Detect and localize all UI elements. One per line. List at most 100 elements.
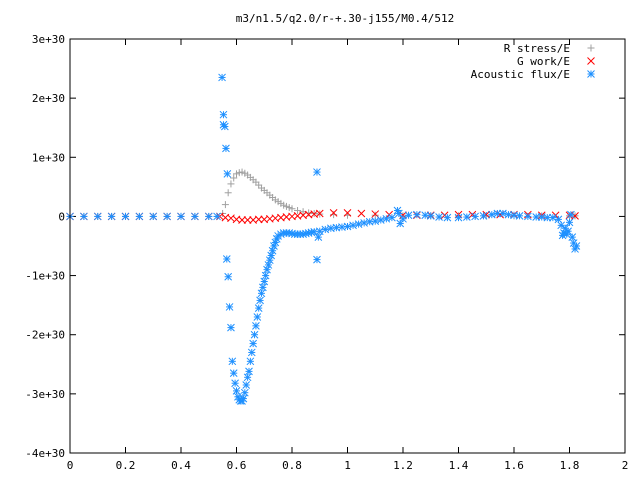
data-point xyxy=(315,227,324,236)
data-point xyxy=(213,212,221,221)
data-point xyxy=(230,174,238,182)
legend-label: R stress/E xyxy=(504,42,570,55)
data-point xyxy=(313,168,321,176)
y-tick-label: -1e+30 xyxy=(25,270,65,283)
data-point xyxy=(471,212,480,221)
data-point xyxy=(93,212,102,221)
data-point xyxy=(254,215,263,224)
data-point xyxy=(204,212,213,221)
data-point xyxy=(548,213,557,222)
data-point xyxy=(224,189,232,197)
data-point xyxy=(462,213,471,221)
data-point xyxy=(239,394,248,403)
data-point xyxy=(288,205,296,213)
data-point xyxy=(404,211,413,220)
y-tick-label: 3e+30 xyxy=(32,33,65,46)
data-point xyxy=(228,357,237,366)
data-point xyxy=(253,313,262,321)
data-point xyxy=(515,211,524,220)
data-point xyxy=(135,212,144,221)
data-point xyxy=(567,210,575,219)
data-point xyxy=(177,212,185,221)
x-tick-label: 1 xyxy=(344,459,351,472)
series-1 xyxy=(66,209,579,224)
data-point xyxy=(572,242,581,250)
data-marks xyxy=(66,73,581,405)
data-point xyxy=(80,212,88,221)
data-point xyxy=(315,209,324,218)
data-point xyxy=(357,209,366,218)
data-point xyxy=(263,265,271,274)
x-tick-label: 1.6 xyxy=(504,459,524,472)
plot-frame xyxy=(69,38,626,454)
data-point xyxy=(454,213,463,222)
data-point xyxy=(121,212,130,221)
legend-label: G work/E xyxy=(517,55,570,68)
data-point xyxy=(388,213,396,222)
x-tick-label: 1.2 xyxy=(393,459,413,472)
x-tick-label: 0 xyxy=(67,459,74,472)
x-tick-label: 0.6 xyxy=(227,459,247,472)
data-point xyxy=(568,233,577,241)
data-point xyxy=(218,73,226,82)
data-point xyxy=(219,110,228,119)
data-point xyxy=(256,296,264,305)
y-tick-label: 0 xyxy=(58,210,65,223)
data-point xyxy=(329,209,338,217)
data-point xyxy=(231,379,239,388)
legend-marker xyxy=(587,70,595,78)
y-tick-label: 2e+30 xyxy=(32,92,65,105)
axis-ticks: 0 0.2 0.4 0.6 0.8 1 1.2 1.4 1.6 1.8 2 3e+30 2e+30 1e+… xyxy=(25,33,628,472)
data-point xyxy=(222,144,230,153)
data-point xyxy=(242,381,251,389)
data-point xyxy=(394,209,403,218)
data-point xyxy=(267,251,276,260)
data-point xyxy=(261,271,270,280)
data-point xyxy=(243,373,252,382)
data-point xyxy=(107,212,116,221)
data-point xyxy=(371,211,379,219)
series-2 xyxy=(66,73,581,405)
data-point xyxy=(252,321,260,330)
legend-marker xyxy=(587,44,595,52)
data-point xyxy=(479,211,488,220)
data-point xyxy=(220,122,229,131)
data-point xyxy=(250,330,259,339)
data-point xyxy=(238,216,246,224)
data-point xyxy=(191,212,199,221)
x-tick-label: 0.2 xyxy=(116,459,136,472)
data-point xyxy=(243,216,252,224)
legend-marker xyxy=(587,57,595,65)
data-point xyxy=(343,209,352,217)
data-point xyxy=(510,211,518,220)
x-tick-label: 1.8 xyxy=(560,459,580,472)
y-tick-label: 1e+30 xyxy=(32,151,65,164)
data-point xyxy=(554,215,563,224)
x-tick-label: 1.4 xyxy=(449,459,469,472)
data-point xyxy=(294,207,302,215)
data-point xyxy=(365,217,374,226)
data-point xyxy=(313,255,321,264)
data-point xyxy=(435,213,443,221)
data-point xyxy=(443,213,452,222)
y-tick-label: -4e+30 xyxy=(25,447,65,460)
data-point xyxy=(268,246,277,255)
y-tick-label: -2e+30 xyxy=(25,329,65,342)
chart-title: m3/n1.5/q2.0/r-+.30-j155/M0.4/512 xyxy=(236,12,455,25)
data-point xyxy=(259,283,267,292)
data-point xyxy=(247,348,256,357)
data-point xyxy=(426,211,435,220)
data-point xyxy=(222,255,231,263)
data-point xyxy=(227,180,235,188)
data-point xyxy=(413,210,421,219)
data-point xyxy=(254,304,263,312)
data-point xyxy=(246,357,255,366)
data-point xyxy=(163,212,171,221)
data-point xyxy=(565,218,574,227)
data-point xyxy=(557,221,566,230)
data-point xyxy=(564,227,572,236)
data-point xyxy=(221,201,229,209)
data-point xyxy=(343,222,352,231)
data-point xyxy=(245,367,253,376)
